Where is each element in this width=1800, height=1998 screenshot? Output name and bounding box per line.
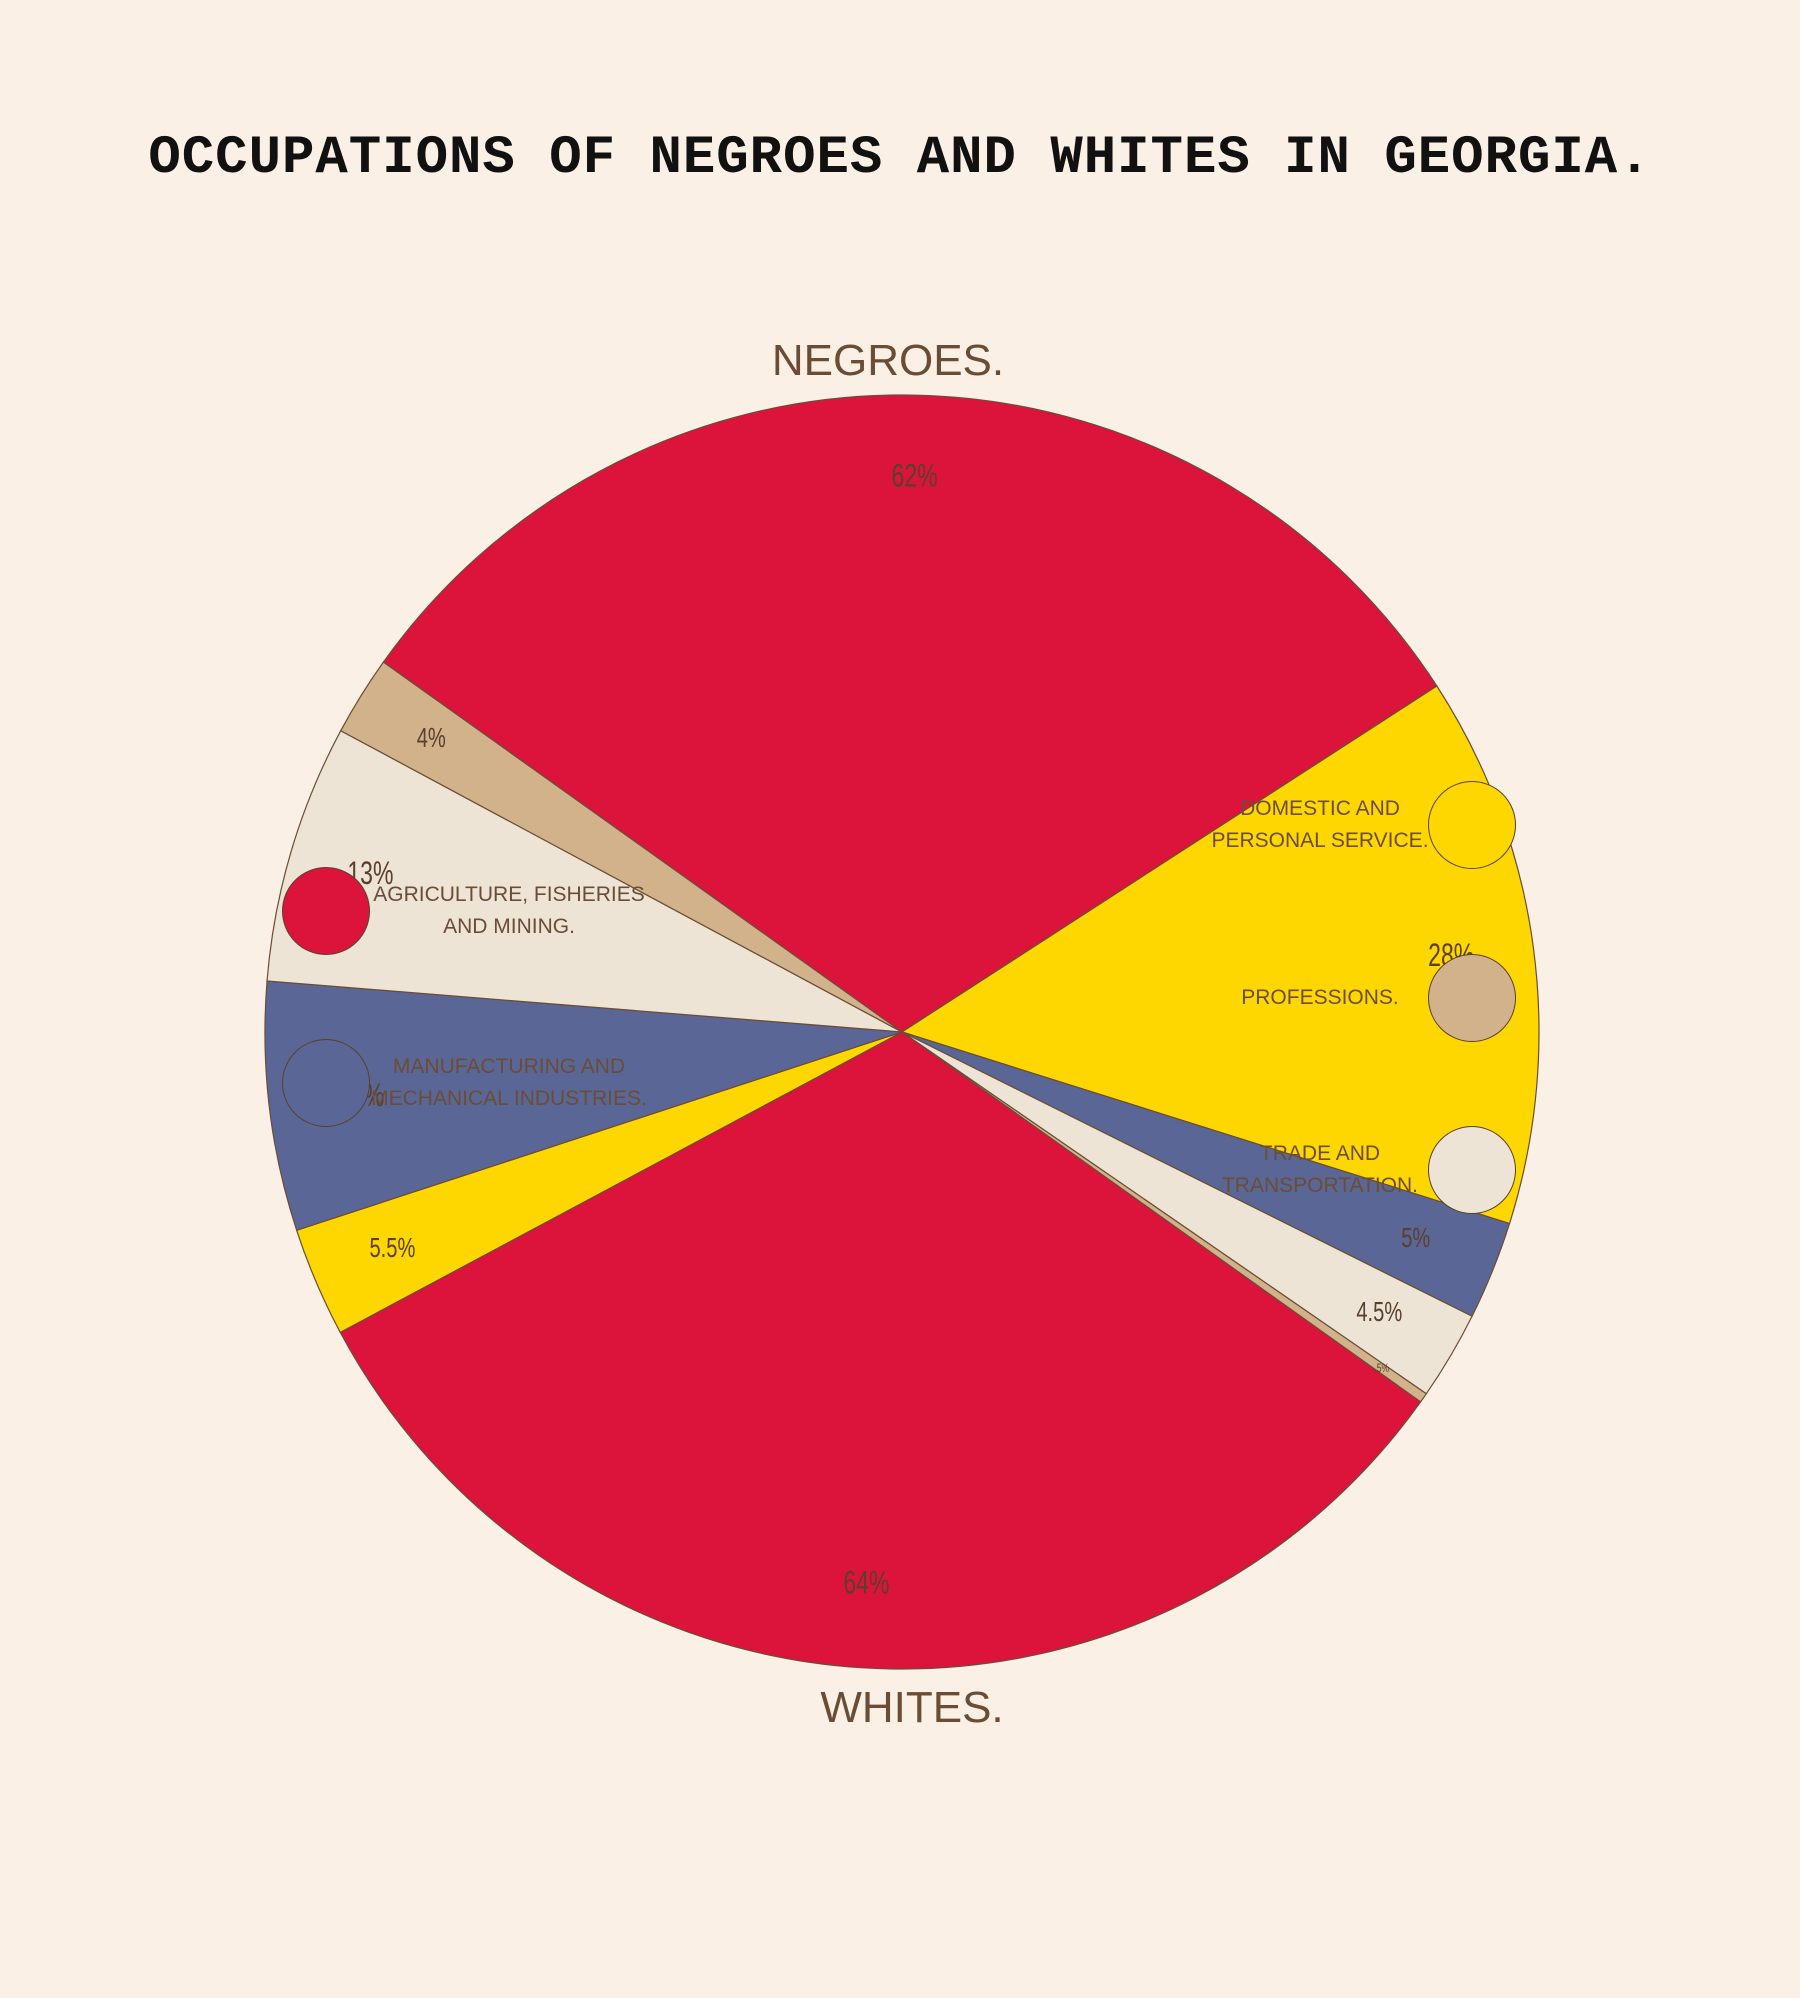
slice-label-whites-professions: 4%	[417, 723, 446, 754]
legend-swatch-agriculture	[282, 867, 370, 955]
whites-group-label: WHITES.	[820, 1683, 1003, 1732]
legend-swatch-manufacturing	[282, 1039, 370, 1127]
legend-label-agriculture: AGRICULTURE, FISHERIES AND MINING.	[373, 883, 645, 938]
legend-swatch-professions	[1428, 954, 1516, 1042]
negroes-group-label: NEGROES.	[772, 336, 1004, 385]
legend-item-domestic: DOMESTIC AND PERSONAL SERVICE.	[1200, 781, 1516, 869]
legend-swatch-trade	[1428, 1126, 1516, 1214]
slice-whites-manufacturing	[264, 980, 903, 1232]
legend-item-manufacturing: MANUFACTURING AND MECHANICAL INDUSTRIES.	[282, 1039, 654, 1127]
slice-label-whites-agriculture: 64%	[843, 1565, 889, 1601]
slice-negroes-domestic	[900, 685, 1540, 1225]
slice-whites-trade	[266, 729, 903, 1033]
legend-label-trade: TRADE AND TRANSPORTATION.	[1221, 1142, 1418, 1197]
chart-title: OCCUPATIONS OF NEGROES AND WHITES IN GEO…	[148, 128, 1652, 189]
slice-label-negroes-manufacturing: 5%	[1401, 1223, 1430, 1254]
legend-item-professions: PROFESSIONS.	[1200, 954, 1516, 1042]
slice-label-whites-domestic: 5.5%	[369, 1233, 415, 1264]
legend-label-domestic: DOMESTIC AND PERSONAL SERVICE.	[1211, 797, 1429, 852]
whites-slices	[264, 661, 1422, 1670]
legend-label-manufacturing: MANUFACTURING AND MECHANICAL INDUSTRIES.	[371, 1055, 647, 1110]
legend-label-professions: PROFESSIONS.	[1241, 986, 1399, 1009]
slice-label-negroes-trade: 4.5%	[1356, 1297, 1402, 1328]
legend-item-agriculture: AGRICULTURE, FISHERIES AND MINING.	[282, 867, 654, 955]
slice-label-negroes-agriculture: 62%	[892, 458, 938, 494]
slice-whites-agriculture	[339, 1031, 1422, 1670]
legend-item-trade: TRADE AND TRANSPORTATION.	[1200, 1126, 1516, 1214]
legend-swatch-domestic	[1428, 781, 1516, 869]
slice-negroes-agriculture	[382, 394, 1438, 1033]
slice-label-negroes-professions: .5%	[1374, 1363, 1389, 1376]
negroes-slices	[382, 394, 1540, 1403]
slice-whites-professions	[339, 661, 903, 1033]
